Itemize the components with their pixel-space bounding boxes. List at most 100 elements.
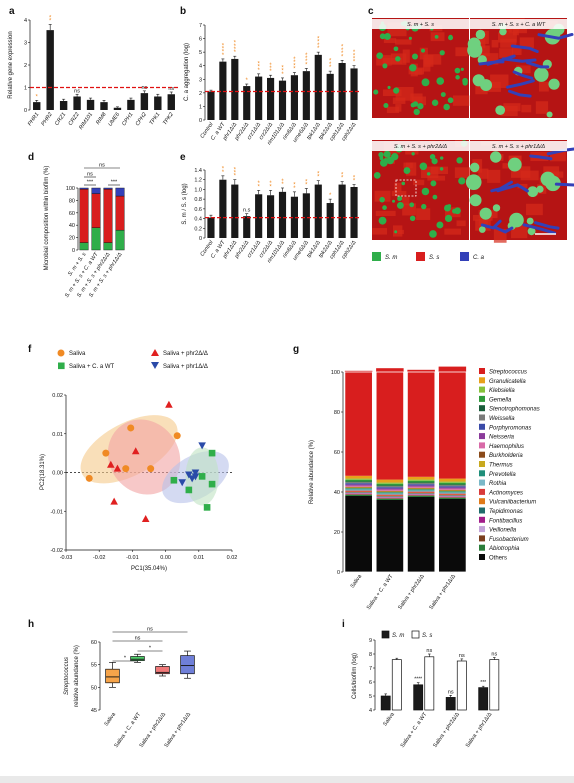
panel-i-annotation: **** (414, 677, 422, 683)
panel-b-y-tick-label: 2 (199, 91, 202, 97)
panel-a-bar (46, 30, 54, 110)
panel-c-sm-cluster (392, 199, 396, 203)
panel-c-streak (517, 183, 528, 189)
panel-c-streak (391, 190, 407, 197)
panel-g-segment (376, 498, 404, 499)
panel-e-annotation: * (269, 184, 272, 190)
panel-b-annotation: * (269, 66, 272, 72)
panel-b-annotation: * (281, 66, 284, 72)
panel-h-y-tick-label: 45 (91, 708, 97, 714)
panel-f-point (165, 400, 173, 408)
panel-a-ylabel: Relative gene expression (8, 31, 14, 98)
panel-g-legend-swatch (479, 526, 485, 533)
panel-d-segment (79, 187, 89, 190)
panel-c-streak (408, 67, 425, 75)
panel-d-segment (91, 227, 101, 251)
panel-h-y-tick-label: 60 (91, 640, 97, 646)
panel-b-annotation: * (222, 50, 225, 56)
panel-letter-g: g (293, 344, 299, 355)
panel-e-annotation: * (341, 172, 344, 178)
panel-b-y-tick-label: 6 (199, 37, 202, 43)
panel-c-streak (512, 45, 522, 56)
panel-f-point (198, 473, 206, 480)
panel-c-sm-cluster (526, 217, 534, 225)
panel-d-segment (103, 242, 113, 251)
panel-g-legend-swatch (479, 433, 485, 440)
panel-g-segment (344, 478, 373, 480)
panel-h-ylabel-2: relative abundance (%) (74, 645, 80, 707)
panel-g-segment (407, 497, 435, 572)
panel-b-y-tick-label: 7 (199, 23, 202, 29)
panel-c-streak (480, 53, 499, 65)
panel-c-legend-swatch (372, 252, 381, 261)
panel-h-category: Saliva + phr1Δ/Δ (164, 711, 193, 748)
panel-c-sm-cluster (408, 36, 412, 40)
panel-c-streak (519, 37, 534, 48)
panel-c-streak (402, 196, 410, 206)
panel-c-sm-cluster (462, 80, 468, 86)
panel-e-annotation: * (257, 181, 260, 187)
panel-f-x-tick-label: 0.00 (160, 555, 171, 561)
panel-g-legend-label: Tepidimonas (489, 509, 523, 515)
panel-g-category: Saliva + phr1Δ/Δ (429, 573, 458, 610)
panel-c-streak (543, 166, 560, 176)
panel-d-y-tick-label: 40 (69, 223, 75, 229)
panel-f-point (191, 469, 200, 477)
panel-a-category: RIM8 (95, 111, 108, 126)
panel-g-bar-outline (438, 371, 467, 573)
panel-c-sm-cluster (421, 48, 426, 53)
panel-g-legend-label: Streptococcus (489, 370, 527, 376)
panel-g-segment (407, 483, 435, 485)
panel-h-comparison: * (149, 646, 152, 652)
panel-g-legend-swatch (479, 395, 485, 402)
panel-c-title-bg (470, 19, 567, 29)
panel-c-sm-cluster (436, 77, 445, 85)
panel-f-x-tick-label: -0.03 (60, 555, 73, 561)
panel-c-sm-cluster (458, 177, 466, 185)
panel-f-point (102, 449, 110, 457)
panel-e-annotation: * (234, 171, 237, 177)
panel-c-sm-cluster (479, 207, 492, 220)
panel-b-annotation: * (234, 47, 237, 53)
panel-b-bar (302, 71, 310, 120)
panel-e-annotation: * (353, 175, 356, 181)
panel-c-sm-cluster (373, 171, 381, 179)
panel-f-point (107, 460, 115, 468)
panel-b-annotation: * (305, 59, 308, 65)
panel-c-streak (411, 96, 427, 106)
panel-c-sm-cluster (409, 215, 416, 222)
panel-g-segment (438, 492, 467, 494)
panel-g-legend-swatch (479, 498, 485, 505)
panel-f-point (208, 480, 216, 488)
panel-c-sm-cluster (411, 152, 415, 156)
panel-g-segment (344, 486, 373, 488)
panel-c-sm-cluster (421, 78, 430, 87)
panel-i-y-tick-label: 4 (369, 708, 372, 714)
panel-i-annotation: ns (426, 648, 432, 654)
panel-c-title: S. m + S. s + phr2Δ/Δ (394, 144, 448, 150)
panel-f-point (178, 479, 186, 487)
panel-d-comparison: ns (99, 163, 105, 169)
panel-f-legend-marker (57, 349, 65, 357)
panel-c-sm-cluster (475, 29, 486, 40)
panel-e-y-tick-label: 0 (199, 236, 202, 242)
panel-c-title-bg (372, 141, 469, 151)
panel-g-legend-label: Neisseria (489, 435, 515, 441)
panel-c-sm-cluster (429, 230, 437, 238)
panel-i-annotation: ns (459, 653, 465, 659)
panel-g-bar-outline (406, 371, 436, 573)
panel-c-streak (375, 210, 396, 217)
panel-g-segment (376, 499, 404, 500)
panel-b-annotation: * (293, 60, 296, 66)
panel-i-bar (456, 660, 467, 711)
panel-b-bar (350, 68, 358, 120)
panel-b-bar (290, 75, 298, 120)
panel-c-sm-cluster (439, 167, 444, 171)
panel-h-category: Saliva + C. a WT (113, 711, 142, 749)
panel-c-sm-cluster (396, 201, 404, 209)
panel-i-bar (424, 656, 435, 711)
panel-g-segment (407, 487, 435, 489)
panel-c-sm-cluster (401, 181, 406, 186)
panel-c-streak (500, 38, 517, 48)
